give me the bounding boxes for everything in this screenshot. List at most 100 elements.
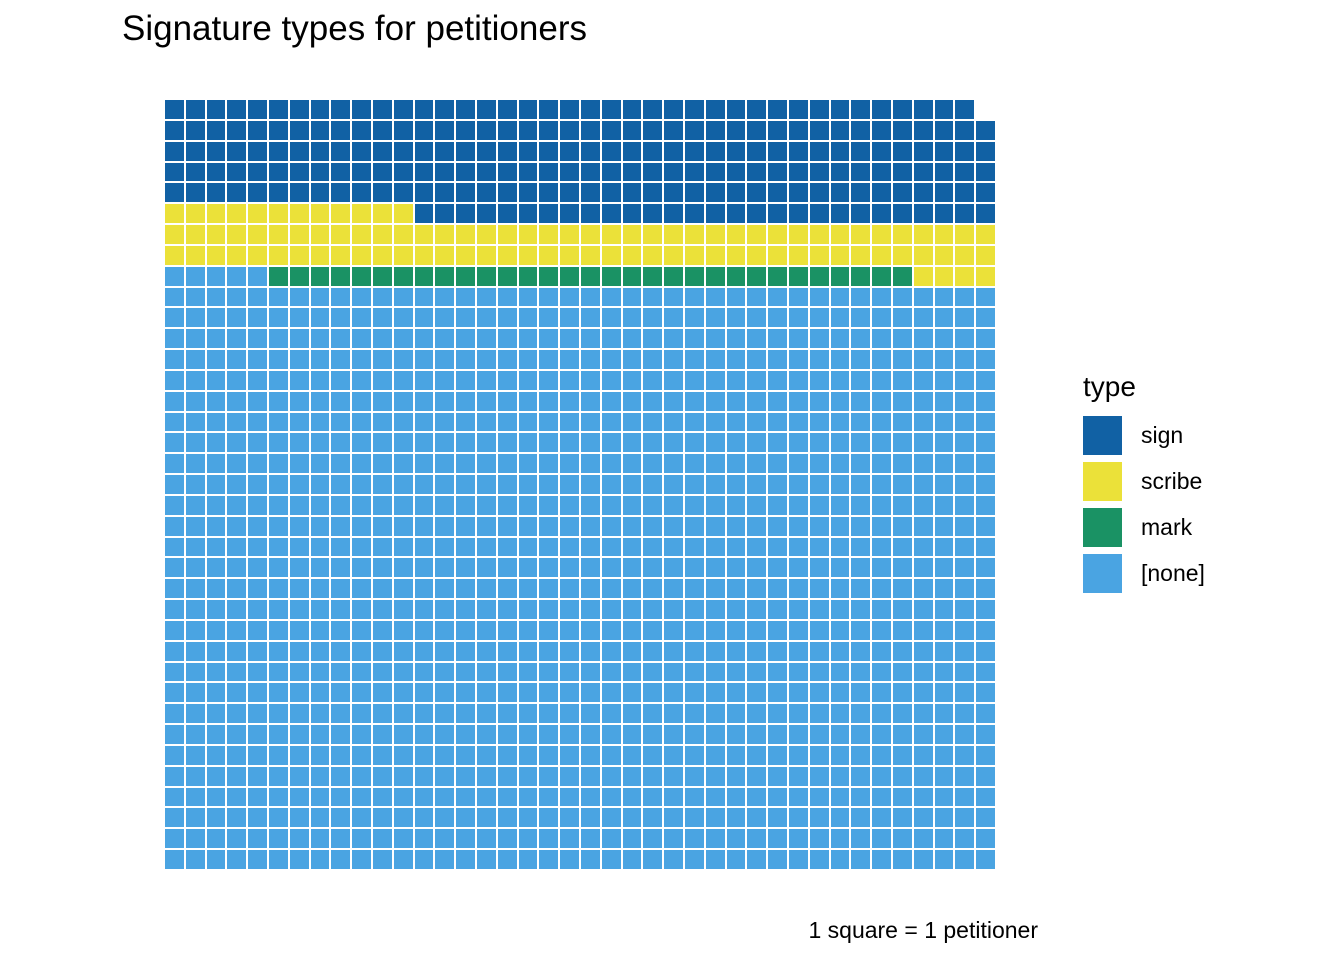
- waffle-cell-none: [267, 744, 289, 766]
- waffle-cell-none: [725, 682, 747, 704]
- waffle-cell-none: [205, 744, 227, 766]
- waffle-cell-mark: [475, 265, 497, 287]
- waffle-cell-none: [850, 703, 872, 725]
- waffle-cell-sign: [683, 203, 705, 225]
- waffle-cell-none: [288, 328, 310, 350]
- waffle-cell-none: [205, 453, 227, 475]
- waffle-cell-mark: [392, 265, 414, 287]
- waffle-cell-none: [330, 786, 352, 808]
- legend-swatch-none: [1083, 553, 1122, 593]
- waffle-cell-none: [267, 599, 289, 620]
- waffle-cell-none: [787, 765, 809, 787]
- waffle-cell-none: [912, 578, 934, 600]
- waffle-cell-none: [164, 494, 185, 516]
- waffle-cell-none: [663, 307, 684, 329]
- waffle-cell-none: [475, 786, 497, 808]
- waffle-cell-none: [164, 328, 185, 350]
- waffle-cell-none: [704, 765, 726, 787]
- waffle-cell-none: [746, 453, 768, 475]
- waffle-cell-sign: [787, 119, 809, 141]
- waffle-cell-none: [871, 349, 892, 370]
- waffle-cell-none: [579, 349, 601, 370]
- waffle-cell-none: [975, 724, 996, 745]
- waffle-cell-none: [413, 369, 435, 391]
- waffle-cell-none: [933, 369, 955, 391]
- waffle-cell-none: [600, 703, 622, 725]
- waffle-cell-sign: [891, 99, 913, 120]
- waffle-cell-none: [288, 828, 310, 850]
- waffle-cell-none: [891, 640, 913, 662]
- waffle-cell-none: [975, 494, 996, 516]
- waffle-cell-none: [538, 619, 560, 641]
- waffle-cell-scribe: [205, 224, 227, 245]
- waffle-cell-none: [600, 349, 622, 370]
- waffle-cell-sign: [808, 119, 830, 141]
- waffle-cell-none: [164, 640, 185, 662]
- waffle-cell-none: [579, 369, 601, 391]
- waffle-cell-none: [226, 557, 248, 579]
- waffle-cell-none: [371, 765, 393, 787]
- waffle-cell-sign: [538, 99, 560, 120]
- waffle-cell-none: [579, 536, 601, 558]
- waffle-cell-none: [787, 515, 809, 537]
- waffle-cell-sign: [309, 119, 331, 141]
- waffle-cell-scribe: [538, 244, 560, 266]
- waffle-cell-none: [933, 453, 955, 475]
- waffle-cell-sign: [371, 119, 393, 141]
- waffle-cell-sign: [579, 99, 601, 120]
- waffle-cell-none: [767, 474, 788, 495]
- waffle-cell-none: [891, 599, 913, 620]
- waffle-cell-none: [871, 494, 892, 516]
- waffle-cell-none: [247, 557, 268, 579]
- waffle-cell-none: [850, 557, 872, 579]
- waffle-cell-none: [538, 682, 560, 704]
- waffle-cell-none: [954, 286, 976, 308]
- waffle-cell-none: [226, 578, 248, 600]
- waffle-cell-sign: [704, 99, 726, 120]
- waffle-cell-none: [850, 411, 872, 433]
- waffle-cell-none: [829, 536, 851, 558]
- waffle-cell-none: [205, 515, 227, 537]
- waffle-cell-none: [663, 349, 684, 370]
- waffle-cell-none: [704, 494, 726, 516]
- waffle-cell-sign: [829, 99, 851, 120]
- waffle-cell-sign: [808, 140, 830, 162]
- waffle-cell-none: [725, 390, 747, 412]
- waffle-cell-none: [725, 474, 747, 495]
- waffle-cell-none: [642, 724, 664, 745]
- waffle-cell-none: [871, 307, 892, 329]
- waffle-cell-none: [746, 661, 768, 683]
- waffle-cell-none: [683, 849, 705, 870]
- waffle-cell-sign: [164, 119, 185, 141]
- waffle-cell-sign: [496, 182, 518, 204]
- waffle-cell-none: [330, 328, 352, 350]
- waffle-cell-scribe: [496, 244, 518, 266]
- waffle-cell-none: [205, 265, 227, 287]
- waffle-cell-none: [351, 599, 372, 620]
- waffle-cell-none: [184, 369, 206, 391]
- waffle-cell-none: [413, 328, 435, 350]
- waffle-cell-none: [434, 515, 456, 537]
- waffle-cell-none: [309, 599, 331, 620]
- waffle-cell-none: [912, 682, 934, 704]
- waffle-cell-none: [891, 369, 913, 391]
- legend-title: type: [1083, 371, 1136, 402]
- waffle-cell-none: [413, 807, 435, 829]
- waffle-cell-none: [642, 390, 664, 412]
- waffle-cell-scribe: [912, 244, 934, 266]
- waffle-cell-scribe: [642, 224, 664, 245]
- waffle-cell-none: [746, 349, 768, 370]
- waffle-cell-sign: [247, 182, 268, 204]
- waffle-cell-scribe: [205, 244, 227, 266]
- waffle-cell-none: [579, 661, 601, 683]
- waffle-cell-none: [267, 661, 289, 683]
- waffle-cell-none: [871, 515, 892, 537]
- waffle-cell-none: [538, 474, 560, 495]
- waffle-cell-none: [226, 453, 248, 475]
- waffle-cell-none: [288, 536, 310, 558]
- waffle-cell-sign: [621, 99, 643, 120]
- waffle-cell-none: [288, 599, 310, 620]
- waffle-cell-none: [226, 661, 248, 683]
- waffle-cell-none: [164, 661, 185, 683]
- waffle-cell-sign: [559, 119, 580, 141]
